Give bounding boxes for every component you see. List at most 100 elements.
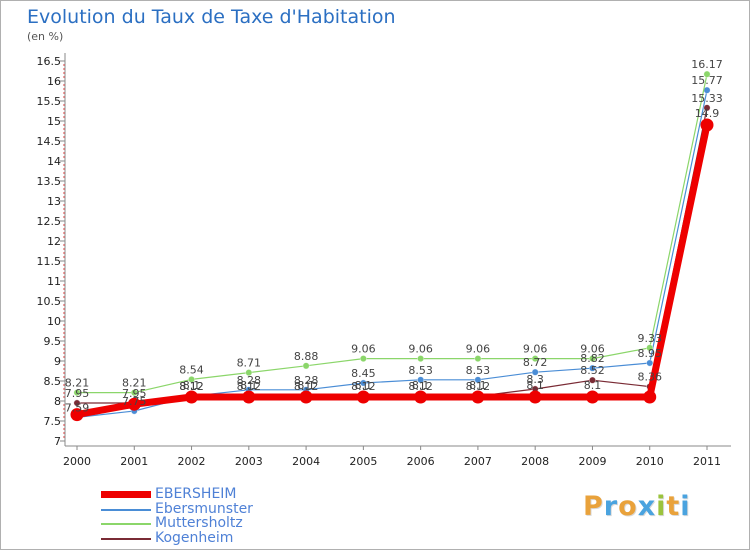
- y-tick-label: 7: [54, 435, 61, 448]
- data-point-ebersheim: [70, 408, 84, 422]
- y-tick-label: 15.5: [37, 95, 62, 108]
- data-point-kogenheim: [588, 376, 596, 384]
- data-point-kogenheim: [73, 399, 81, 407]
- data-label-muttersholtz: 9.06: [580, 343, 605, 356]
- series-line-ebersmunster: [76, 89, 708, 418]
- data-label-muttersholtz: 9.06: [351, 343, 376, 356]
- data-point-muttersholtz: [188, 375, 196, 383]
- legend-label: Ebersmunster: [155, 500, 253, 517]
- data-label-kogenheim: 8.12: [408, 380, 433, 393]
- y-tick-label: 12.5: [37, 215, 62, 228]
- data-point-ebersmunster: [646, 359, 654, 367]
- x-tick-label: 2001: [120, 455, 148, 468]
- proxiti-logo: Proxiti: [583, 491, 691, 522]
- data-point-ebersmunster: [359, 379, 367, 387]
- data-point-muttersholtz: [417, 355, 425, 363]
- data-label-muttersholtz: 8.71: [237, 357, 262, 370]
- y-tick-label: 13.5: [37, 175, 62, 188]
- data-point-ebersheim: [471, 390, 485, 404]
- y-tick-label: 10: [47, 315, 61, 328]
- chart-subtitle: (en %): [27, 30, 64, 43]
- data-label-ebersheim: 8.1: [469, 379, 487, 392]
- data-label-muttersholtz: 8.54: [179, 363, 204, 376]
- y-tick-label: 14.5: [37, 135, 62, 148]
- y-tick-label: 8.5: [44, 375, 62, 388]
- series-line-muttersholtz: [76, 73, 708, 394]
- x-tick-label: 2008: [521, 455, 549, 468]
- y-tick-label: 14: [47, 155, 61, 168]
- data-point-muttersholtz: [531, 355, 539, 363]
- data-point-ebersheim: [356, 390, 370, 404]
- data-labels-layer: 8.1 8.1 8.1 8.1 8.1 8.1 8.1 8.1 14.9 7.59 7.75 8.12…: [65, 58, 723, 414]
- data-point-ebersheim: [528, 390, 542, 404]
- data-label-ebersheim: 8.1: [183, 379, 201, 392]
- x-tick-label: 2003: [235, 455, 263, 468]
- x-tick-label: 2005: [349, 455, 377, 468]
- logo-letter: t: [666, 491, 681, 522]
- y-tick-label: 9: [54, 355, 61, 368]
- chart-axes: 7 7.5 8 8.5 9 9.5 10 10.5 11 11.5 12 12.5 13 13.5 14 14…: [37, 53, 731, 468]
- data-label-muttersholtz: 16.17: [691, 58, 723, 71]
- y-tick-label: 9.5: [44, 335, 62, 348]
- y-tick-label: 8: [54, 395, 61, 408]
- data-label-kogenheim: 8.12: [179, 380, 204, 393]
- data-label-ebersmunster: 8.72: [523, 356, 548, 369]
- x-tick-label: 2009: [578, 455, 606, 468]
- data-point-ebersheim: [414, 390, 428, 404]
- data-point-muttersholtz: [245, 369, 253, 377]
- legend-swatch: [101, 491, 151, 498]
- data-label-ebersmunster: 8.82: [580, 352, 605, 365]
- chart-title: Evolution du Taux de Taxe d'Habitation: [27, 6, 396, 28]
- data-label-ebersheim: 8.1: [355, 379, 373, 392]
- data-point-ebersheim: [700, 118, 714, 132]
- data-point-ebersmunster: [474, 376, 482, 384]
- data-label-kogenheim: 7.95: [65, 387, 90, 400]
- data-label-ebersmunster: 8.28: [237, 374, 262, 387]
- x-tick-label: 2004: [292, 455, 320, 468]
- data-label-muttersholtz: 9.06: [466, 343, 491, 356]
- data-point-ebersheim: [242, 390, 256, 404]
- logo-letter: r: [603, 491, 619, 522]
- legend-item-muttersholtz: Muttersholtz: [101, 515, 301, 531]
- x-tick-label: 2002: [178, 455, 206, 468]
- data-label-ebersmunster: 8.12: [179, 380, 204, 393]
- data-point-ebersheim: [643, 390, 657, 404]
- data-label-muttersholtz: 9.06: [523, 343, 548, 356]
- data-label-kogenheim: 8.36: [637, 371, 662, 384]
- y-tick-label: 11.5: [37, 255, 62, 268]
- y-tick-label: 16.5: [37, 55, 62, 68]
- legend-label: Muttersholtz: [155, 515, 243, 531]
- data-label-kogenheim: 8.12: [237, 380, 262, 393]
- data-label-ebersheim: 8.1: [584, 379, 602, 392]
- data-point-muttersholtz: [302, 362, 310, 370]
- y-tick-label: 11: [47, 275, 61, 288]
- data-point-ebersheim: [585, 390, 599, 404]
- data-label-kogenheim: 8.12: [466, 380, 491, 393]
- data-label-ebersmunster: 8.53: [466, 364, 491, 377]
- data-label-ebersmunster: 8.45: [351, 367, 376, 380]
- legend-item-ebersmunster: Ebersmunster: [101, 500, 301, 517]
- y-tick-label: 15: [47, 115, 61, 128]
- x-tick-label: 2000: [63, 455, 91, 468]
- data-label-ebersmunster: 8.53: [408, 364, 433, 377]
- legend-label: EBERSHEIM: [155, 486, 237, 502]
- data-label-muttersholtz: 8.88: [294, 350, 319, 363]
- data-label-kogenheim: 8.12: [351, 380, 376, 393]
- data-label-ebersmunster: 7.75: [122, 395, 147, 408]
- logo-letter: P: [583, 491, 604, 522]
- x-tick-label: 2006: [407, 455, 435, 468]
- data-point-muttersholtz: [646, 344, 654, 352]
- logo-letter: o: [618, 491, 638, 522]
- data-label-kogenheim: 15.33: [691, 92, 723, 105]
- series-layer: [70, 70, 714, 422]
- data-label-kogenheim: 7.95: [122, 387, 147, 400]
- legend-swatch: [101, 523, 151, 525]
- data-label-kogenheim: 8.12: [294, 380, 319, 393]
- data-label-ebersmunster: 7.59: [65, 401, 90, 414]
- data-label-ebersheim: 8.1: [297, 379, 315, 392]
- data-point-ebersmunster: [588, 364, 596, 372]
- data-point-muttersholtz: [73, 389, 81, 397]
- legend-label: Kogenheim: [155, 529, 234, 546]
